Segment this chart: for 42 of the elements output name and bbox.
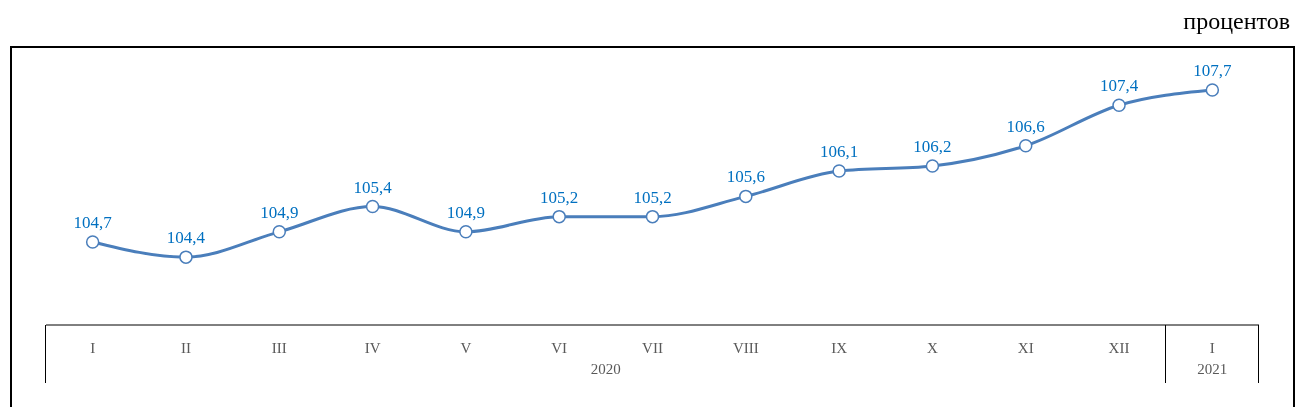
data-label: 104,9 [260,202,299,222]
data-label: 104,4 [166,228,206,248]
point [1205,83,1220,97]
point [925,159,940,173]
text: 2021 [1196,361,1229,378]
x-tick-label: VIII [732,340,759,356]
x-tick-label: III [271,340,287,356]
point [552,209,566,224]
text: 2020 [589,361,622,378]
data-label: 104,7 [73,212,113,232]
data-label: 104,9 [446,202,486,222]
x-tick-label: XI [1017,340,1034,356]
point [739,189,753,204]
x-tick-label: V [460,340,472,356]
point [1018,138,1033,153]
x-tick-label: I [1209,340,1215,356]
data-label: 105,2 [633,187,672,207]
x-tick-label: IV [364,340,381,356]
data-label: 105,6 [726,167,765,187]
point [459,225,473,239]
x-tick-label: XII [1108,340,1130,356]
data-label: 107,4 [1099,76,1139,96]
x-tick-label: VI [551,340,568,356]
x-tick-label: I [90,340,96,356]
x-tick-label: VII [642,340,663,356]
point [832,164,846,178]
x-tick-label: X [927,340,938,356]
point [365,199,380,214]
point [645,209,660,224]
point [272,225,287,239]
point [1112,98,1126,112]
x-tick-label: II [180,340,191,356]
data-label: 106,1 [819,142,859,162]
point [179,250,193,264]
data-label: 105,4 [353,177,393,197]
data-label: 107,7 [1193,61,1232,81]
point [85,235,100,249]
x-tick-label: IX [831,340,848,356]
data-label: 106,6 [1006,116,1045,136]
data-label: 105,2 [540,187,579,207]
chart-subtitle: процентов [1183,8,1290,35]
data-label: 106,2 [913,137,952,156]
